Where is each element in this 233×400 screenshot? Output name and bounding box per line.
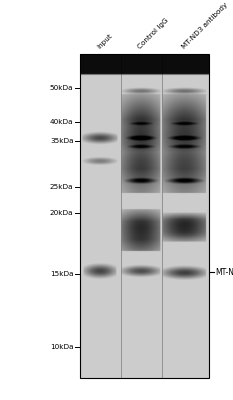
Text: Control IgG: Control IgG bbox=[137, 17, 170, 50]
Text: Input: Input bbox=[96, 32, 114, 50]
Text: MT-ND3 antibody: MT-ND3 antibody bbox=[181, 2, 229, 50]
Text: MT-ND3: MT-ND3 bbox=[216, 268, 233, 277]
Text: 50kDa: 50kDa bbox=[50, 85, 73, 91]
Text: 35kDa: 35kDa bbox=[50, 138, 73, 144]
Text: 10kDa: 10kDa bbox=[50, 344, 73, 350]
Text: 25kDa: 25kDa bbox=[50, 184, 73, 190]
Text: 40kDa: 40kDa bbox=[50, 119, 73, 125]
Text: 20kDa: 20kDa bbox=[50, 210, 73, 216]
Bar bbox=[80, 54, 209, 378]
Text: 15kDa: 15kDa bbox=[50, 271, 73, 277]
